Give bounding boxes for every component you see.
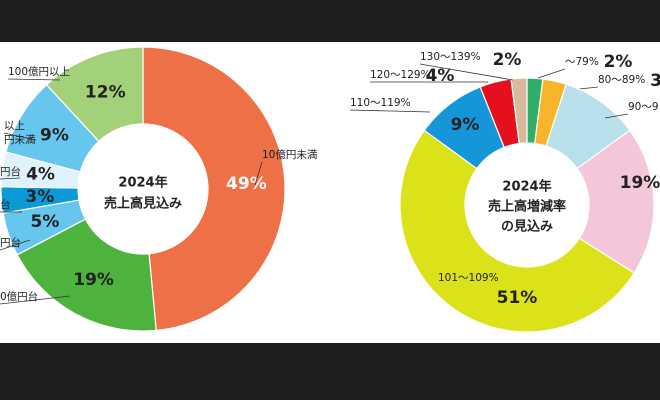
- donut-slice: [16, 218, 157, 332]
- category-label: 100億円以上: [8, 65, 70, 78]
- value-label: 9%: [451, 115, 480, 135]
- leader-line: [0, 177, 21, 180]
- leader-line: [349, 109, 431, 113]
- leader-line: [419, 63, 514, 81]
- leader-line: [7, 78, 61, 81]
- center-text: 2024年: [502, 179, 551, 195]
- value-label: 49%: [226, 174, 267, 194]
- value-label: 2%: [493, 50, 522, 70]
- leader-line: [537, 68, 566, 79]
- category-label: 101〜109%: [438, 272, 499, 284]
- donut-slice: [576, 129, 655, 274]
- category-label: 110〜119%: [350, 97, 411, 109]
- value-label: 3: [650, 71, 660, 91]
- value-label: 51%: [497, 288, 538, 308]
- leader-line: [0, 239, 31, 251]
- value-label: 4%: [426, 66, 455, 86]
- value-label: 12%: [85, 83, 126, 103]
- center-text: 売上高見込み: [104, 196, 182, 212]
- donut-slice: [510, 77, 528, 145]
- leader-line: [3, 132, 37, 141]
- center-text: の見込み: [501, 219, 553, 235]
- category-label: 0億円台: [0, 290, 38, 303]
- donut-slice: [399, 129, 636, 333]
- leader-line: [604, 113, 629, 119]
- value-label: 19%: [620, 173, 660, 193]
- category-label: 円台: [0, 236, 21, 249]
- center-text: 売上高増減率: [488, 199, 566, 215]
- center-text: 2024年: [118, 175, 167, 191]
- donut-slice: [45, 46, 144, 143]
- top-bar: [0, 0, 660, 42]
- value-label: 4%: [26, 165, 55, 185]
- category-label: 80〜89%: [598, 74, 645, 86]
- value-label: 5%: [31, 212, 60, 232]
- value-label: 3%: [25, 187, 54, 207]
- value-label: 9%: [40, 125, 69, 145]
- category-label: 130〜139%: [420, 51, 481, 63]
- category-label: 台: [0, 198, 11, 211]
- value-label: 19%: [73, 270, 114, 290]
- leader-line: [0, 295, 71, 305]
- donut-slice: [142, 46, 286, 332]
- category-label: 円台: [0, 165, 21, 178]
- leader-line: [254, 161, 263, 186]
- bottom-bar: [0, 343, 660, 400]
- category-label: 90〜9: [628, 101, 659, 113]
- category-label: 〜79%: [565, 56, 599, 68]
- category-label: 以上円未満: [4, 120, 36, 146]
- value-label: 2%: [604, 52, 633, 72]
- category-label: 120〜129%: [370, 69, 431, 81]
- category-label: 10億円未満: [262, 148, 318, 161]
